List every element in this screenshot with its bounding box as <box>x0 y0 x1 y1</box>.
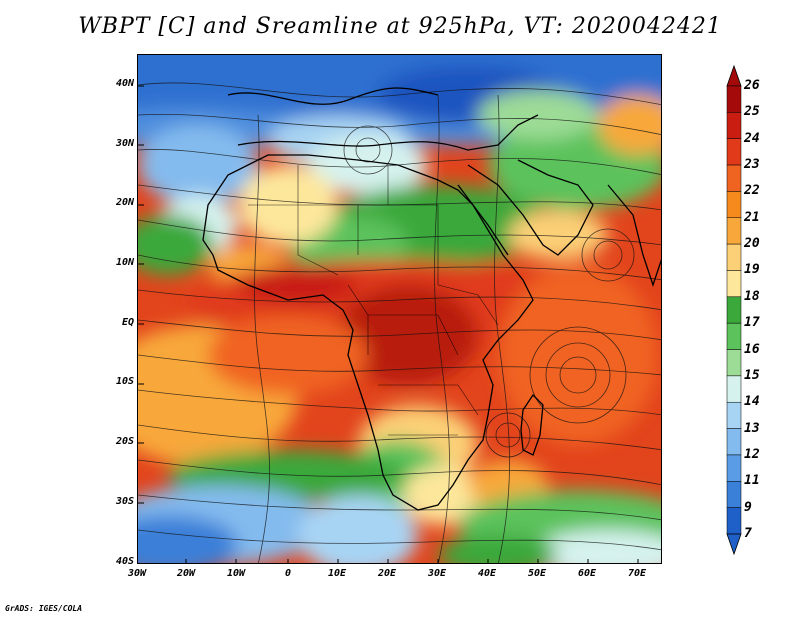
colorbar-label: 23 <box>744 157 760 173</box>
lon-label-30w: 30W <box>127 568 147 579</box>
lon-label-20w: 20W <box>176 568 196 579</box>
lat-label-30n: 30N <box>115 138 134 149</box>
map-field <box>138 55 661 563</box>
lon-label-40e: 40E <box>477 568 497 579</box>
axis-ticks <box>138 85 639 563</box>
colorbar-segment <box>726 481 742 508</box>
country-borders <box>248 165 499 436</box>
colorbar-segment <box>726 296 742 324</box>
lat-label-20n: 20N <box>115 197 134 208</box>
lon-label-20e: 20E <box>377 568 397 579</box>
colorbar-label: 26 <box>744 78 760 93</box>
colorbar-segment <box>726 243 742 271</box>
lon-label-0: 0 <box>284 568 292 579</box>
map-title: WBPT [C] and Sreamline at 925hPa, VT: 20… <box>78 14 722 39</box>
colorbar-segment <box>726 164 742 192</box>
colorbar-segment <box>726 401 742 429</box>
colorbar-label: 16 <box>744 341 760 357</box>
lon-label-70e: 70E <box>627 568 647 579</box>
colorbar-label: 18 <box>744 288 760 304</box>
lat-label-10n: 10N <box>115 257 134 268</box>
colorbar-segment <box>726 270 742 298</box>
lon-label-60e: 60E <box>577 568 597 579</box>
lat-label-20s: 20S <box>115 436 134 447</box>
colorbar-segment <box>726 349 742 377</box>
credit-text: GrADS: IGES/COLA <box>5 604 83 613</box>
coastlines <box>202 87 661 511</box>
lon-label-10e: 10E <box>327 568 347 579</box>
colorbar-label: 13 <box>744 420 760 436</box>
lat-label-40s: 40S <box>115 556 134 567</box>
lat-label-30s: 30S <box>115 496 134 507</box>
colorbar-label: 12 <box>744 446 760 462</box>
colorbar <box>726 64 742 556</box>
colorbar-segment <box>726 454 742 482</box>
map-panel <box>137 54 662 564</box>
lon-label-30e: 30E <box>427 568 447 579</box>
colorbar-label: 11 <box>744 473 760 489</box>
colorbar-label: 24 <box>744 130 760 146</box>
colorbar-label: 17 <box>744 315 760 331</box>
lat-label-10s: 10S <box>115 376 134 387</box>
colorbar-label: 21 <box>744 209 760 225</box>
lon-label-50e: 50E <box>527 568 547 579</box>
colorbar-segment <box>726 217 742 245</box>
colorbar-segment <box>726 322 742 350</box>
colorbar-label: 20 <box>744 236 760 252</box>
colorbar-top-arrow <box>726 64 742 87</box>
colorbar-segment <box>726 85 742 113</box>
colorbar-segment <box>726 428 742 456</box>
lat-label-eq: EQ <box>121 317 134 328</box>
colorbar-label: 7 <box>744 526 752 541</box>
colorbar-segment <box>726 375 742 403</box>
colorbar-label: 25 <box>744 104 760 120</box>
colorbar-label: 9 <box>744 499 752 515</box>
colorbar-label: 15 <box>744 367 760 383</box>
lon-label-10w: 10W <box>226 568 246 579</box>
colorbar-segment <box>726 507 742 535</box>
colorbar-bottom-arrow <box>726 533 742 556</box>
colorbar-segment <box>726 138 742 166</box>
colorbar-label: 22 <box>744 183 760 199</box>
streamlines <box>138 82 661 563</box>
colorbar-segment <box>726 191 742 219</box>
lat-label-40n: 40N <box>115 78 134 89</box>
colorbar-segment <box>726 112 742 139</box>
colorbar-label: 14 <box>744 394 760 410</box>
colorbar-label: 19 <box>744 262 760 278</box>
